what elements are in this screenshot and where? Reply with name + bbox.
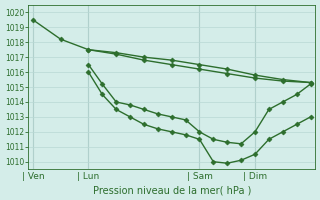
X-axis label: Pression niveau de la mer( hPa ): Pression niveau de la mer( hPa )	[92, 185, 251, 195]
